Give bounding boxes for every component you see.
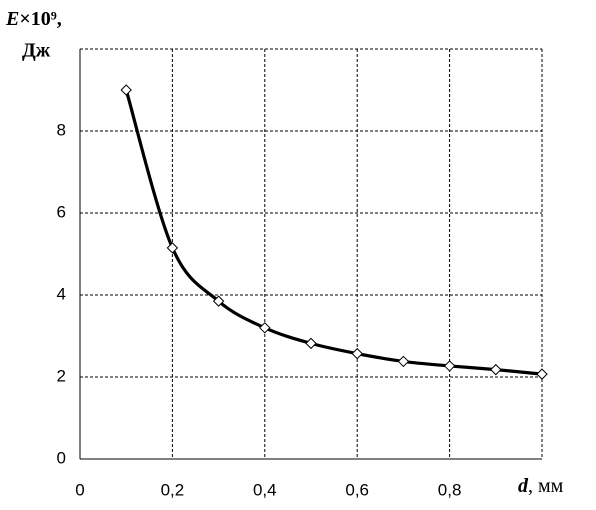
- x-tick-label: 0,8: [438, 480, 462, 499]
- data-point: [443, 360, 456, 372]
- x-label-unit: , мм: [528, 475, 564, 497]
- x-tick-label: 0,4: [253, 480, 277, 499]
- x-tick-label: 0: [75, 480, 84, 499]
- data-point: [212, 295, 225, 307]
- y-tick-label: 6: [57, 202, 66, 221]
- x-tick-label: 0,2: [161, 480, 185, 499]
- y-label-factor: ×10⁹,: [19, 8, 61, 30]
- data-point: [397, 355, 410, 368]
- y-tick-label: 8: [57, 120, 66, 139]
- data-point: [351, 347, 363, 360]
- series-line: [124, 89, 543, 376]
- y-axis-unit: Дж: [22, 40, 51, 62]
- data-point: [166, 242, 179, 254]
- data-point: [305, 337, 317, 350]
- y-tick-label: 0: [57, 448, 66, 467]
- data-point: [536, 368, 548, 380]
- y-label-symbol: E: [5, 8, 19, 30]
- data-point: [490, 363, 502, 376]
- data-point: [120, 84, 132, 96]
- y-axis-label: E×10⁹,: [5, 8, 62, 30]
- x-label-symbol: d: [518, 475, 529, 497]
- x-tick-label: 0,6: [345, 480, 369, 499]
- y-tick-label: 2: [57, 366, 66, 385]
- x-axis-label: d, мм: [518, 475, 564, 497]
- y-tick-label: 4: [57, 284, 66, 303]
- data-point: [259, 322, 271, 334]
